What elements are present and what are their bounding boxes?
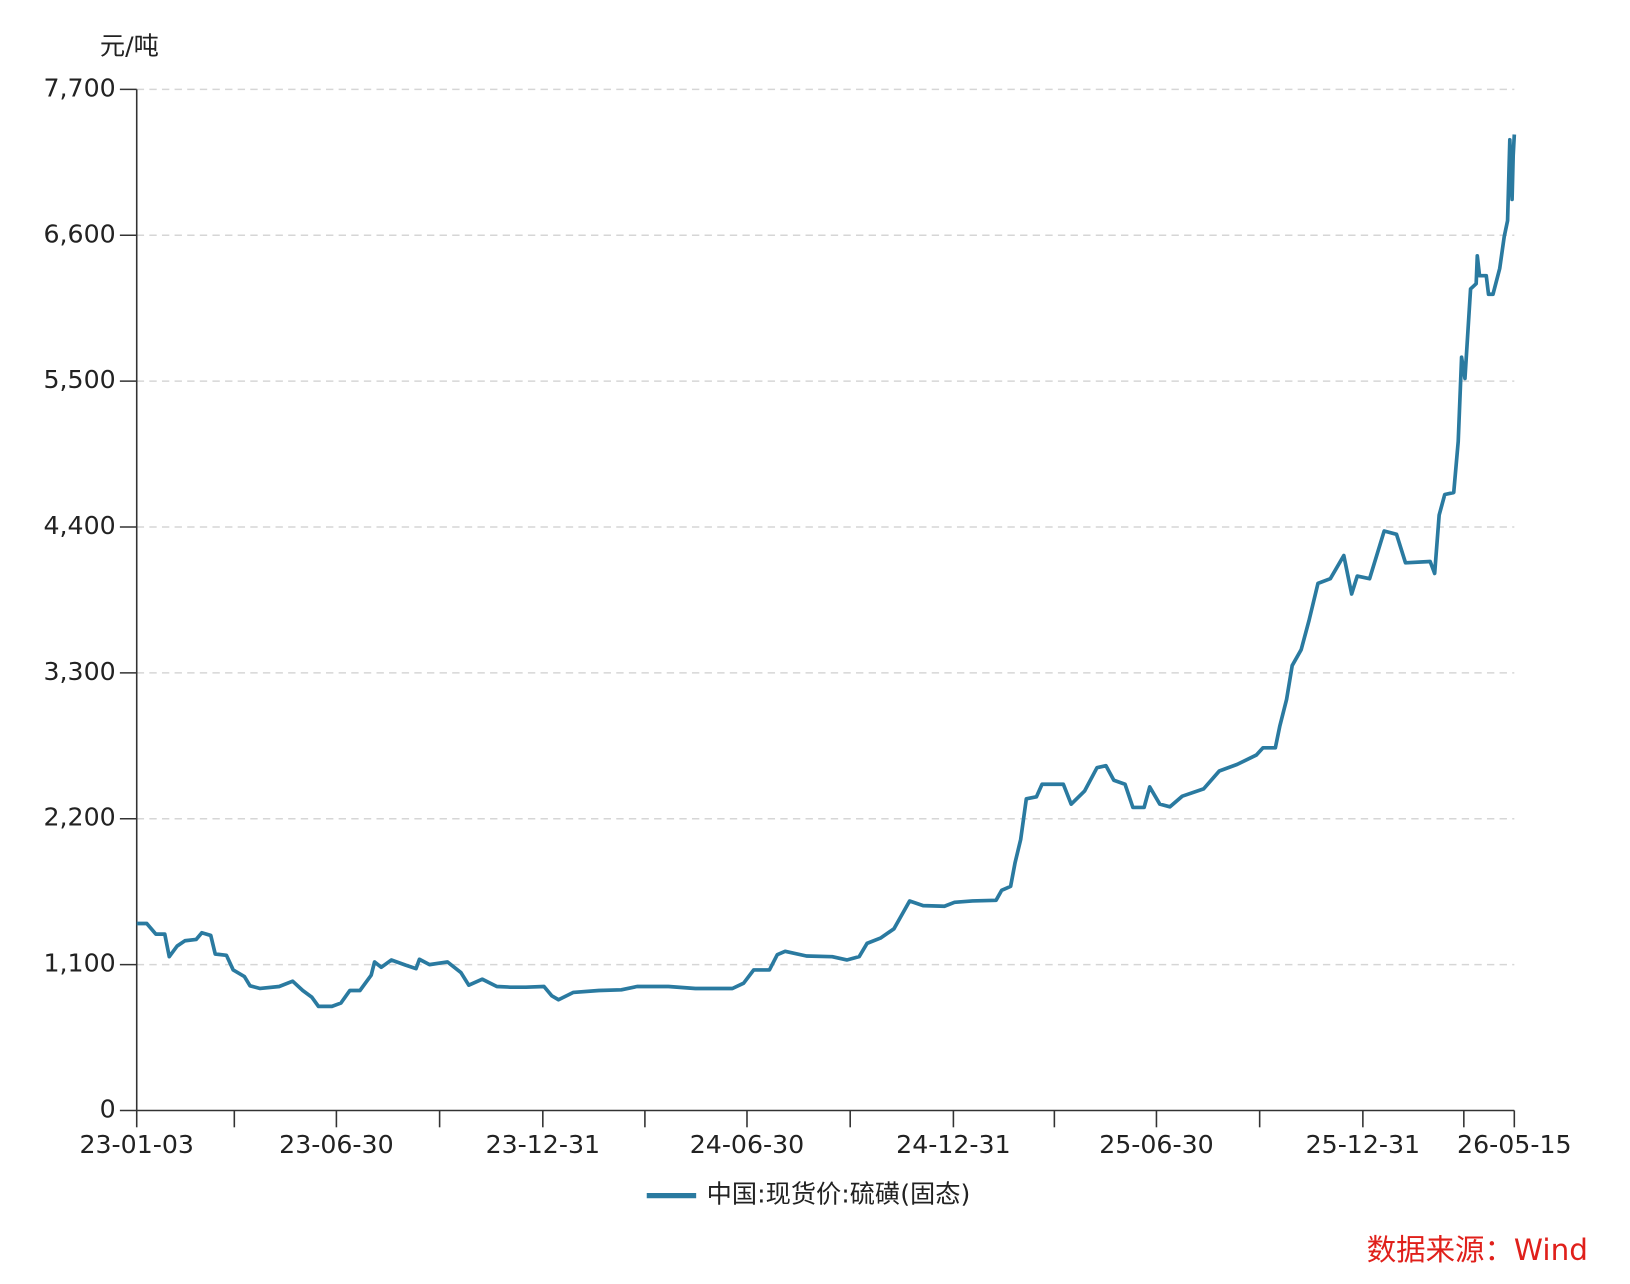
x-tick-label: 25-12-31 bbox=[1306, 1130, 1420, 1159]
x-tick-label: 23-12-31 bbox=[486, 1130, 600, 1159]
y-tick-label: 1,100 bbox=[43, 949, 115, 978]
y-tick-label: 4,400 bbox=[43, 511, 115, 540]
x-tick-label: 26-05-15 bbox=[1457, 1130, 1571, 1159]
x-tick-label: 23-01-03 bbox=[79, 1130, 193, 1159]
y-tick-label: 2,200 bbox=[43, 803, 115, 832]
y-unit: 元/吨 bbox=[100, 31, 159, 60]
x-tick-label: 24-12-31 bbox=[896, 1130, 1010, 1159]
y-tick-label: 5,500 bbox=[43, 365, 115, 394]
x-tick-label: 23-06-30 bbox=[279, 1130, 393, 1159]
y-tick-label: 0 bbox=[100, 1094, 116, 1123]
x-tick-label: 24-06-30 bbox=[690, 1130, 804, 1159]
data-line bbox=[136, 134, 1517, 1009]
legend-label: 中国:现货价:硫磺(固态) bbox=[707, 1180, 971, 1209]
y-tick-label: 7,700 bbox=[43, 73, 115, 102]
x-tick-label: 25-06-30 bbox=[1099, 1130, 1213, 1159]
source-note: 数据来源：Wind bbox=[1367, 1233, 1588, 1267]
y-tick-label: 6,600 bbox=[43, 219, 115, 248]
y-tick-label: 3,300 bbox=[43, 657, 115, 686]
